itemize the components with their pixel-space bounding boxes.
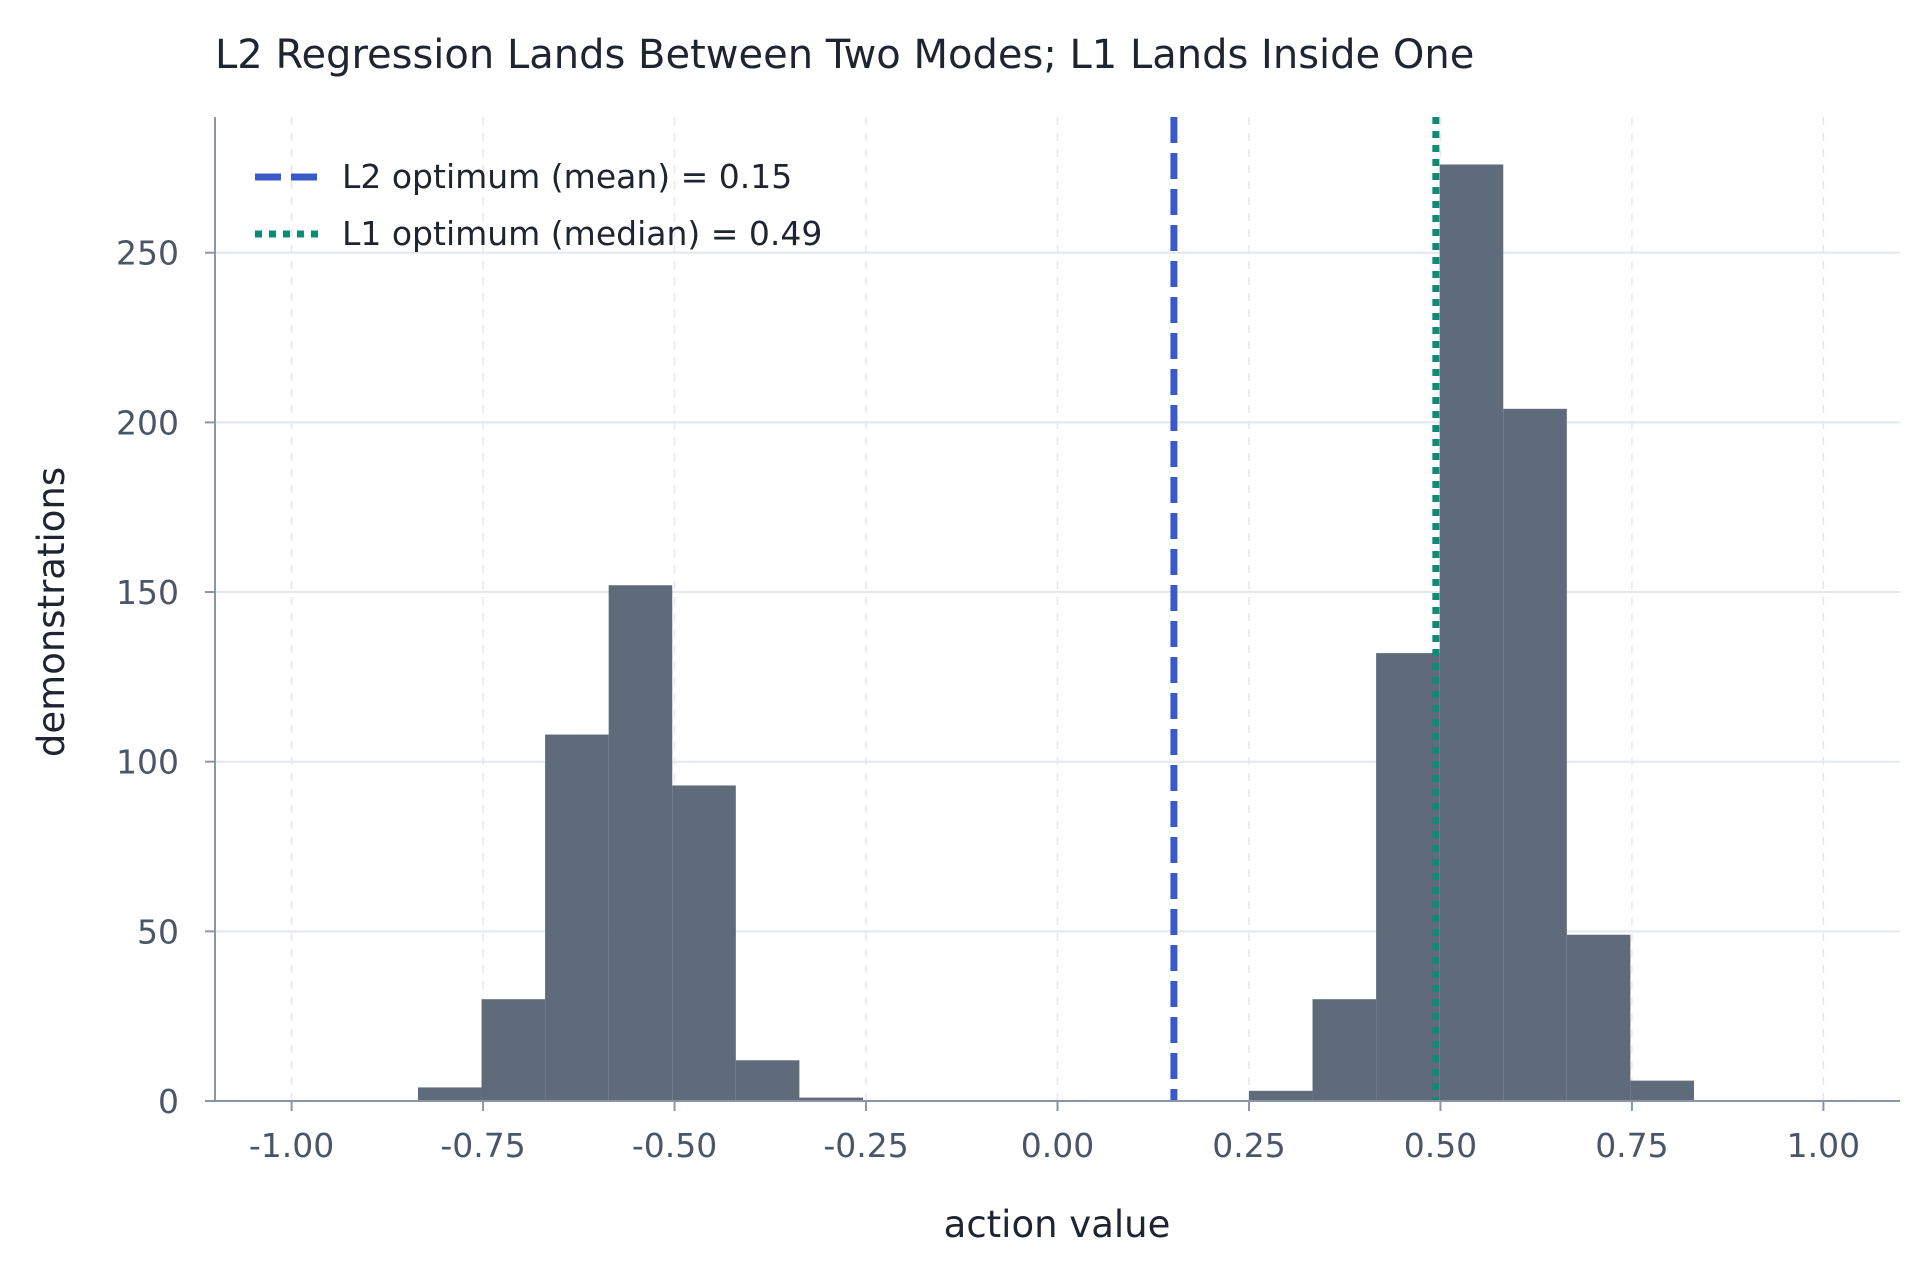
y-ticks: 0 50 100 150 200 250 — [116, 234, 215, 1121]
legend: L2 optimum (mean) = 0.15 L1 optimum (med… — [255, 157, 822, 253]
x-tick-label: 0.50 — [1404, 1126, 1477, 1165]
histogram-bar — [1439, 164, 1504, 1102]
histogram-bar — [481, 999, 546, 1101]
histogram-bars — [417, 164, 1694, 1102]
histogram-bar — [1630, 1080, 1694, 1101]
x-axis-label: action value — [944, 1203, 1171, 1246]
histogram-bar — [1248, 1090, 1313, 1101]
histogram-bar — [672, 785, 736, 1101]
y-tick-label: 200 — [116, 403, 179, 442]
histogram-bar — [608, 585, 673, 1101]
x-tick-label: 0.25 — [1212, 1126, 1285, 1165]
legend-l1-label: L1 optimum (median) = 0.49 — [342, 214, 822, 253]
y-axis-label: demonstrations — [30, 467, 73, 757]
x-tick-label: -0.75 — [440, 1126, 525, 1165]
histogram-bar — [1312, 999, 1377, 1101]
legend-l2-label: L2 optimum (mean) = 0.15 — [342, 157, 792, 196]
y-tick-label: 100 — [116, 743, 179, 782]
y-tick-label: 0 — [158, 1082, 179, 1121]
x-tick-label: -0.50 — [632, 1126, 717, 1165]
y-tick-label: 150 — [116, 573, 179, 612]
histogram-bar — [545, 734, 609, 1101]
histogram-bar — [1503, 408, 1567, 1101]
histogram-bar — [1566, 934, 1631, 1101]
chart-title: L2 Regression Lands Between Two Modes; L… — [215, 32, 1474, 78]
histogram-bar — [735, 1060, 800, 1101]
y-tick-label: 250 — [116, 234, 179, 273]
x-tick-label: -1.00 — [249, 1126, 334, 1165]
x-ticks: -1.00 -0.75 -0.50 -0.25 0.00 0.25 0.50 0.75 1.00 — [249, 1101, 1860, 1165]
grid — [215, 117, 1900, 1101]
x-tick-label: 0.75 — [1595, 1126, 1668, 1165]
x-tick-label: 0.00 — [1021, 1126, 1094, 1165]
histogram-bar — [1376, 653, 1440, 1101]
y-tick-label: 50 — [137, 912, 179, 951]
reference-lines — [1170, 117, 1440, 1101]
x-tick-label: 1.00 — [1787, 1126, 1860, 1165]
histogram-bar — [799, 1097, 863, 1101]
x-tick-label: -0.25 — [823, 1126, 908, 1165]
histogram-bar — [417, 1087, 482, 1101]
